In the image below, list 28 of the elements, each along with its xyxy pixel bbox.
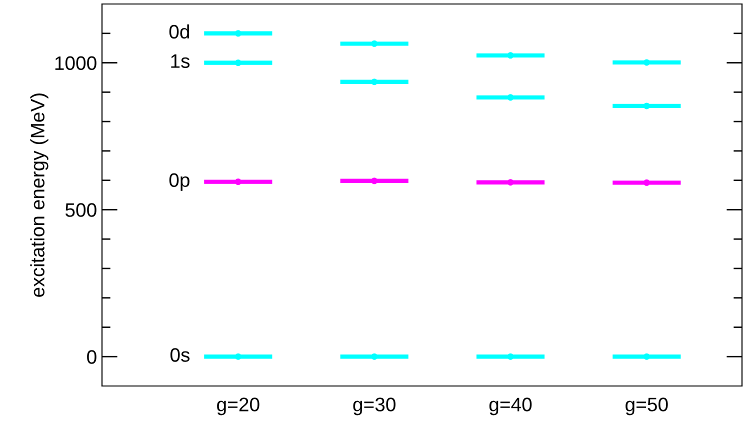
point bbox=[643, 353, 650, 360]
text: 1s bbox=[171, 54, 190, 68]
point bbox=[234, 178, 242, 186]
x-tick-label: g=50 bbox=[626, 398, 668, 416]
text: 0p bbox=[169, 173, 190, 191]
point bbox=[371, 78, 378, 86]
point bbox=[643, 59, 650, 66]
point bbox=[507, 179, 514, 186]
point bbox=[507, 52, 514, 59]
point bbox=[371, 178, 378, 184]
text: 0d bbox=[169, 24, 189, 39]
x-tick-label: g=20 bbox=[217, 398, 260, 416]
point bbox=[371, 353, 378, 360]
point bbox=[234, 30, 242, 37]
point bbox=[643, 102, 650, 110]
point bbox=[643, 179, 650, 186]
y-axis-title: excitation energy (MeV) bbox=[30, 94, 48, 297]
point bbox=[507, 353, 514, 360]
x-tick-label: g=30 bbox=[353, 398, 396, 416]
point bbox=[234, 60, 242, 66]
point bbox=[371, 40, 378, 47]
y-tick-label: 1000 bbox=[55, 56, 96, 70]
x-tick-label: g=40 bbox=[489, 398, 532, 416]
y-tick-label: 500 bbox=[65, 203, 96, 217]
y-tick-label: 0 bbox=[87, 350, 96, 364]
point bbox=[507, 94, 514, 101]
text: 0s bbox=[170, 348, 190, 362]
point bbox=[234, 353, 242, 360]
